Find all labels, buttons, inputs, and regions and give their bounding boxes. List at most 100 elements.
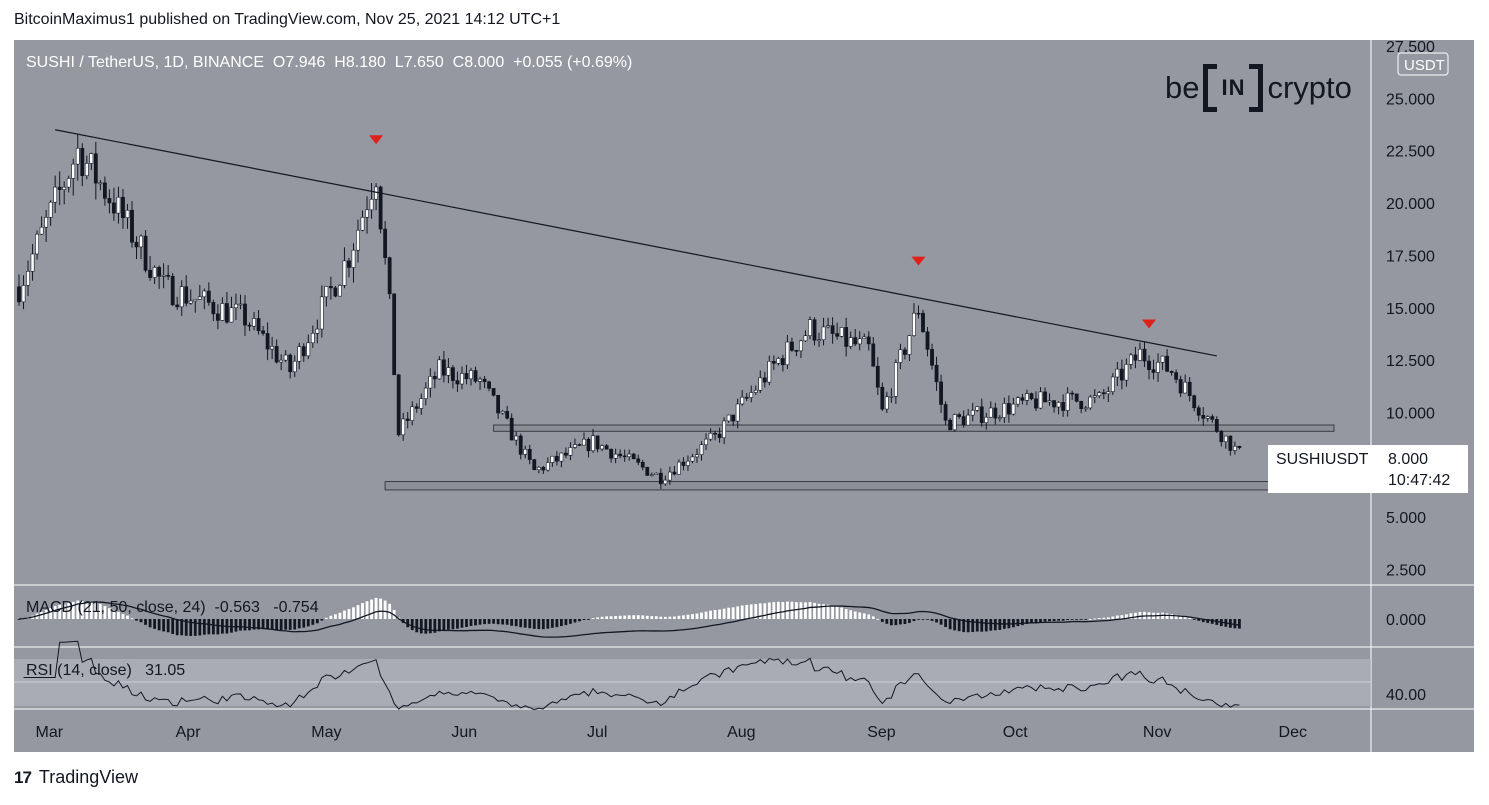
macd-histogram-bar bbox=[67, 602, 71, 619]
macd-histogram-bar bbox=[44, 609, 48, 619]
candle bbox=[188, 300, 193, 304]
candle bbox=[261, 330, 265, 334]
macd-histogram-bar bbox=[682, 615, 685, 619]
macd-histogram-bar bbox=[609, 616, 613, 619]
macd-histogram-bar bbox=[492, 619, 495, 624]
candle bbox=[446, 367, 451, 376]
candle bbox=[410, 406, 415, 421]
candle bbox=[1115, 368, 1120, 378]
candle bbox=[957, 414, 962, 417]
macd-histogram-bar bbox=[541, 619, 545, 630]
macd-histogram-bar bbox=[383, 600, 387, 619]
candle bbox=[283, 354, 288, 361]
candle bbox=[573, 444, 577, 448]
candle bbox=[48, 201, 53, 218]
candle bbox=[704, 438, 708, 446]
candle bbox=[1205, 416, 1210, 419]
price-axis-tick: 20.000 bbox=[1386, 196, 1435, 213]
candle bbox=[1196, 407, 1201, 416]
candle bbox=[175, 304, 180, 308]
macd-histogram-bar bbox=[1210, 619, 1214, 624]
macd-histogram-bar bbox=[361, 603, 364, 619]
macd-histogram-bar bbox=[921, 619, 925, 620]
candle bbox=[979, 406, 984, 424]
candle bbox=[808, 319, 812, 336]
macd-histogram-bar bbox=[555, 619, 559, 628]
candle bbox=[193, 299, 198, 302]
candle bbox=[1020, 397, 1025, 401]
candle bbox=[148, 269, 152, 278]
candle bbox=[577, 444, 582, 446]
macd-histogram-bar bbox=[550, 619, 554, 628]
candle bbox=[1106, 391, 1111, 395]
candle bbox=[1025, 393, 1029, 401]
currency-badge-box bbox=[1397, 52, 1449, 76]
macd-histogram-bar bbox=[754, 604, 758, 619]
candle bbox=[1228, 435, 1233, 451]
macd-histogram-bar bbox=[216, 619, 220, 635]
legend-close-label: C bbox=[452, 54, 465, 71]
candle bbox=[387, 257, 392, 295]
candle bbox=[491, 388, 496, 396]
chart-frame[interactable] bbox=[14, 40, 1474, 752]
candle bbox=[568, 447, 573, 456]
macd-histogram-bar bbox=[112, 610, 116, 619]
macd-histogram-bar bbox=[1061, 619, 1065, 621]
candle bbox=[369, 198, 374, 211]
macd-histogram-bar bbox=[677, 615, 681, 619]
candle bbox=[80, 147, 85, 176]
candle bbox=[1174, 372, 1179, 380]
candle bbox=[794, 350, 799, 352]
macd-histogram-bar bbox=[853, 611, 857, 619]
macd-histogram-bar bbox=[1125, 614, 1128, 619]
macd-histogram-bar bbox=[713, 609, 717, 619]
candle bbox=[179, 286, 184, 308]
candle bbox=[988, 407, 993, 418]
macd-histogram-bar bbox=[356, 605, 360, 619]
candle bbox=[893, 362, 898, 397]
rejection-marker bbox=[369, 135, 384, 145]
macd-histogram-bar bbox=[903, 619, 907, 624]
candle bbox=[1110, 376, 1115, 392]
candle bbox=[939, 381, 943, 405]
macd-histogram-bar bbox=[917, 619, 920, 620]
macd-histogram-bar bbox=[804, 602, 807, 619]
macd-histogram-bar bbox=[835, 606, 839, 619]
macd-histogram-bar bbox=[1030, 619, 1033, 624]
candle bbox=[66, 178, 71, 188]
macd-histogram-bar bbox=[686, 614, 690, 619]
price-axis-tick: 15.000 bbox=[1386, 301, 1435, 318]
candle bbox=[884, 396, 889, 410]
macd-histogram-bar bbox=[876, 618, 880, 620]
candle bbox=[1223, 435, 1228, 443]
macd-histogram-bar bbox=[957, 619, 961, 632]
macd-histogram-bar bbox=[171, 619, 175, 634]
macd-histogram-bar bbox=[763, 603, 767, 619]
candle bbox=[753, 389, 758, 393]
macd-histogram-bar bbox=[894, 619, 898, 626]
candle bbox=[1129, 354, 1133, 365]
macd-histogram-bar bbox=[437, 619, 441, 632]
candle bbox=[1165, 355, 1169, 372]
candle bbox=[790, 341, 794, 351]
candle bbox=[1169, 370, 1174, 373]
macd-histogram-bar bbox=[1134, 612, 1137, 619]
macd-histogram-bar bbox=[293, 619, 297, 630]
macd-histogram-bar bbox=[935, 619, 938, 623]
macd-histogram-bar bbox=[175, 619, 179, 636]
beincrypto-logo: be IN crypto bbox=[1165, 62, 1352, 114]
candle bbox=[1079, 400, 1084, 409]
macd-histogram-bar bbox=[1197, 619, 1201, 621]
legend-close: 8.000 bbox=[464, 54, 505, 71]
candle bbox=[609, 448, 614, 459]
macd-histogram-bar bbox=[496, 619, 500, 625]
logo-text-be: be bbox=[1165, 70, 1200, 105]
candle bbox=[613, 453, 618, 459]
macd-histogram-bar bbox=[948, 619, 952, 630]
candle bbox=[1097, 392, 1102, 397]
macd-histogram-bar bbox=[772, 602, 776, 619]
macd-histogram-bar bbox=[889, 619, 893, 626]
macd-histogram-bar bbox=[736, 606, 740, 619]
footer[interactable]: 17 TradingView bbox=[14, 767, 138, 788]
